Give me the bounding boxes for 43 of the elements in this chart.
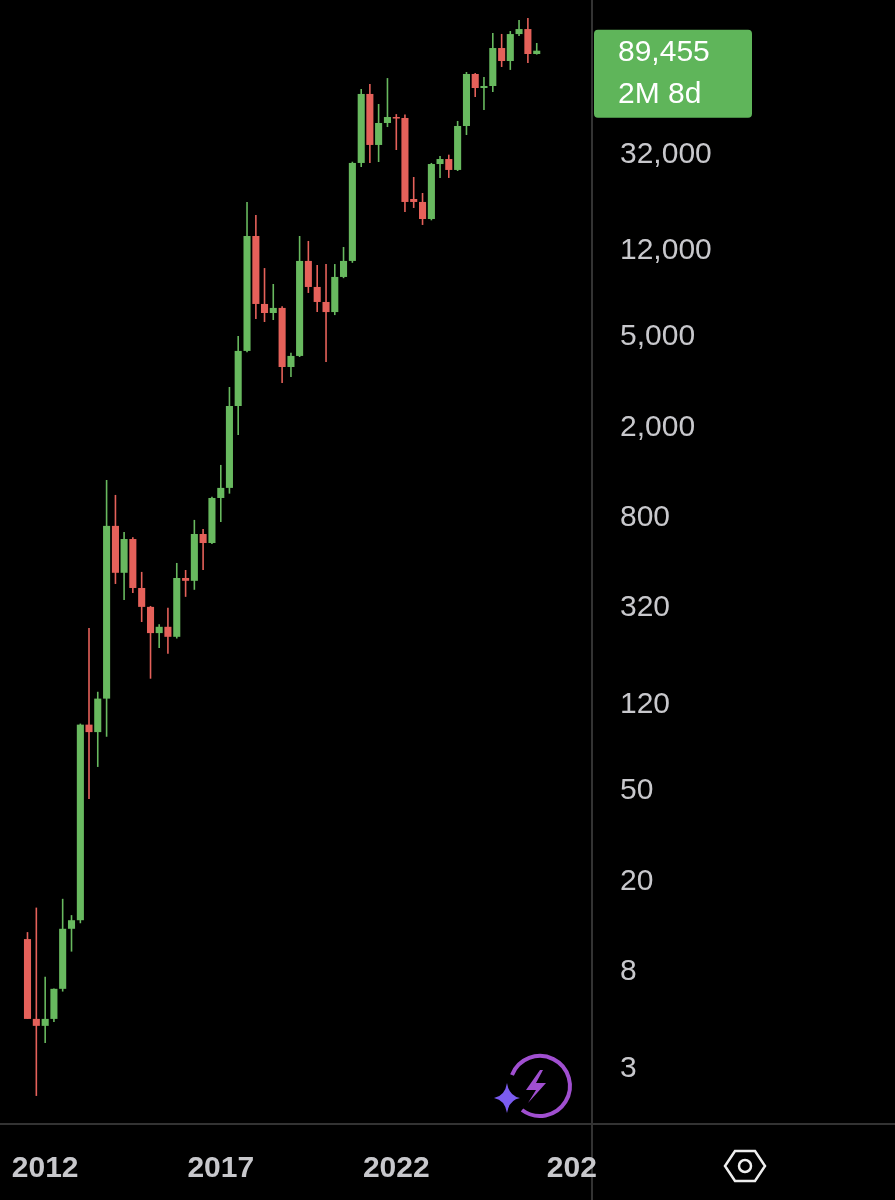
candlestick [164, 607, 172, 655]
y-tick-label: 120 [620, 686, 671, 720]
candlestick [67, 914, 76, 953]
x-tick-label: 202 [546, 1149, 597, 1183]
candlestick [41, 976, 49, 1044]
candlestick [410, 176, 418, 209]
y-tick-label: 50 [620, 772, 654, 806]
y-tick-label: 32,000 [620, 135, 712, 169]
y-tick-label: 3 [620, 1049, 637, 1083]
candlestick [533, 42, 541, 56]
candlestick [313, 264, 321, 313]
candlestick [436, 155, 444, 179]
candlestick [445, 153, 453, 179]
candlestick [383, 77, 391, 128]
candlestick [471, 72, 479, 98]
text: 89,455 [618, 34, 710, 68]
x-tick-label: 2012 [11, 1149, 79, 1183]
x-tick-label: 2017 [187, 1149, 255, 1183]
candlestick [260, 267, 269, 323]
text: 2M 8d [618, 76, 702, 110]
candlestick [138, 571, 146, 623]
candlestick [269, 283, 277, 321]
y-tick-label: 8 [620, 953, 637, 987]
candlestick [199, 528, 207, 571]
candlestick [322, 263, 330, 363]
y-tick-label: 12,000 [620, 232, 712, 266]
candlestick [419, 192, 427, 226]
candlestick [217, 464, 225, 523]
candlestick [339, 246, 348, 279]
candlestick [375, 103, 383, 163]
candlestick [32, 906, 40, 1097]
candlestick [182, 569, 190, 598]
y-tick-label: 5,000 [620, 318, 696, 352]
x-tick-label: 2022 [362, 1149, 430, 1183]
y-tick-label: 20 [620, 862, 654, 896]
y-tick-label: 320 [620, 589, 671, 623]
candlestick [498, 33, 506, 68]
candlestick [155, 623, 163, 649]
candlestick [480, 76, 488, 111]
y-tick-label: 2,000 [620, 408, 696, 442]
y-tick-label: 800 [620, 499, 671, 533]
candlestick [85, 627, 93, 800]
candlestick [287, 351, 295, 378]
